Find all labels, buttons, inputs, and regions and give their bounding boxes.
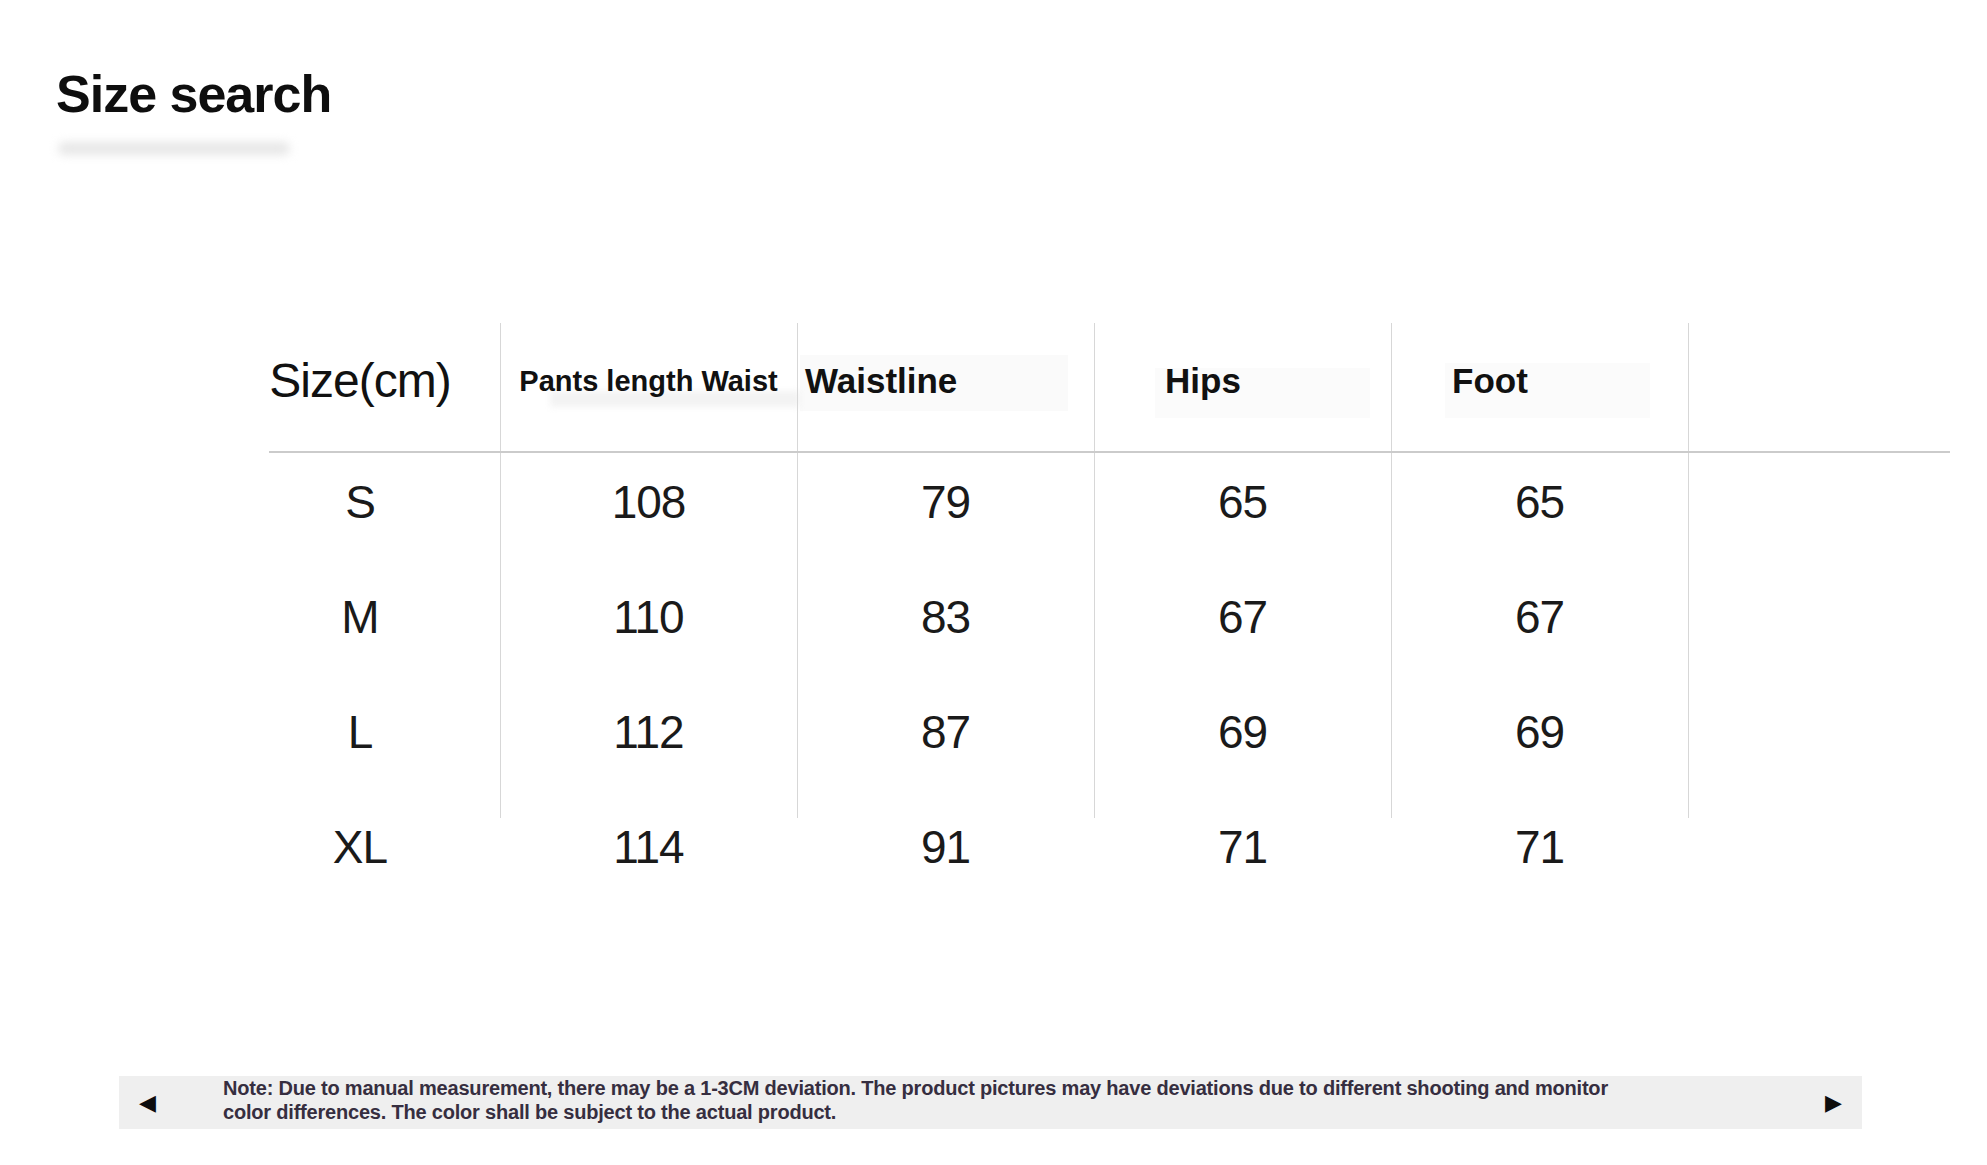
table-cell: 65 — [1094, 444, 1391, 559]
column-header-pants-length-waist: Pants length Waist — [500, 353, 797, 409]
table-cell: 71 — [1094, 789, 1391, 904]
note-text-line1: Note: Due to manual measurement, there m… — [223, 1077, 1608, 1101]
table-column-divider — [1688, 323, 1689, 818]
row-label: S — [220, 444, 500, 559]
note-text: Note: Due to manual measurement, there m… — [223, 1077, 1608, 1124]
note-text-line2: color differences. The color shall be su… — [223, 1101, 1608, 1125]
table-cell: 112 — [500, 674, 797, 789]
page-title: Size search — [56, 63, 331, 125]
size-table-body: S 108 79 65 65 M 110 83 67 67 L 112 87 6… — [220, 444, 1688, 904]
column-header-waistline: Waistline — [805, 353, 957, 409]
table-cell: 67 — [1094, 559, 1391, 674]
size-table: Size(cm) Pants length Waist Waistline Hi… — [220, 323, 1950, 923]
table-cell: 114 — [500, 789, 797, 904]
next-arrow-icon[interactable]: ▶ — [1825, 1092, 1842, 1114]
row-label: XL — [220, 789, 500, 904]
column-header-foot: Foot — [1452, 353, 1528, 409]
table-cell: 69 — [1094, 674, 1391, 789]
table-cell: 79 — [797, 444, 1094, 559]
column-header-hips: Hips — [1165, 353, 1241, 409]
column-header-size: Size(cm) — [220, 353, 500, 409]
row-label: M — [220, 559, 500, 674]
table-cell: 65 — [1391, 444, 1688, 559]
table-cell: 67 — [1391, 559, 1688, 674]
previous-arrow-icon[interactable]: ◀ — [139, 1092, 156, 1114]
note-bar: ◀ Note: Due to manual measurement, there… — [119, 1076, 1862, 1129]
table-cell: 108 — [500, 444, 797, 559]
title-translation-smudge — [58, 142, 290, 155]
table-cell: 71 — [1391, 789, 1688, 904]
table-cell: 69 — [1391, 674, 1688, 789]
table-cell: 83 — [797, 559, 1094, 674]
table-cell: 110 — [500, 559, 797, 674]
row-label: L — [220, 674, 500, 789]
table-cell: 87 — [797, 674, 1094, 789]
table-cell: 91 — [797, 789, 1094, 904]
